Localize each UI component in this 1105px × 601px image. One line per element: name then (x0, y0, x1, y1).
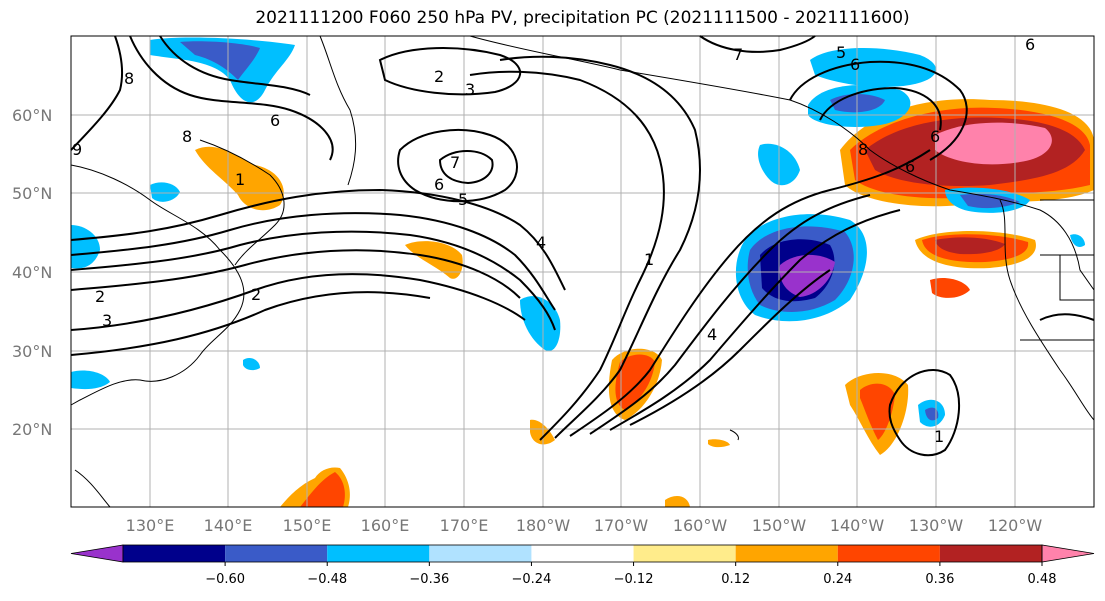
coastlines (70, 35, 1095, 508)
longitude-labels: 130°E 140°E 150°E 160°E 170°E 180°W 170°… (126, 516, 1043, 535)
contour-label: 8 (182, 127, 192, 146)
lat-label: 20°N (12, 420, 52, 439)
contour-label: 7 (733, 45, 743, 64)
colorbar-extend-high (1041, 544, 1095, 563)
contour-label: 7 (450, 153, 460, 172)
colorbar-swatch (327, 545, 430, 562)
colorbar-swatch (633, 545, 736, 562)
contour-label: 8 (124, 69, 134, 88)
colorbar-tick-label: −0.24 (512, 572, 552, 587)
map-title: 2021111200 F060 250 hPa PV, precipitatio… (255, 8, 910, 28)
contour-label: 2 (251, 285, 261, 304)
lon-label: 140°W (830, 516, 885, 535)
contour-label: 1 (235, 170, 245, 189)
lon-label: 180°W (516, 516, 571, 535)
colorbar-tick-label: −0.60 (205, 572, 245, 587)
contour-label: 6 (434, 175, 444, 194)
contour-label: 1 (644, 250, 654, 269)
colorbar-swatch (939, 545, 1042, 562)
lon-label: 150°W (752, 516, 807, 535)
contour-label: 2 (434, 67, 444, 86)
colorbar-swatch (837, 545, 940, 562)
colorbar-tick-label: 0.36 (925, 572, 954, 587)
contour-label: 6 (1025, 35, 1035, 54)
lon-label: 170°W (594, 516, 649, 535)
contour-label: 3 (102, 311, 112, 330)
lat-label: 30°N (12, 342, 52, 361)
latitude-labels: 60°N 50°N 40°N 30°N 20°N (12, 106, 52, 439)
colorbar-swatch (735, 545, 838, 562)
colorbar-extend-low (70, 544, 124, 563)
lon-label: 130°W (909, 516, 964, 535)
lat-label: 40°N (12, 263, 52, 282)
lon-label: 160°W (673, 516, 728, 535)
colorbar-swatch (531, 545, 634, 562)
contour-labels: 2 3 7 8 6 6 8 6 5 6 7 1 4 2 3 2 4 5 6 8 … (72, 35, 1035, 446)
lon-label: 150°E (283, 516, 332, 535)
colorbar-tick-label: 0.12 (721, 572, 750, 587)
colorbar-swatch (225, 545, 328, 562)
contour-label: 4 (536, 233, 546, 252)
pv-contours (70, 35, 1095, 457)
contour-label: 6 (270, 111, 280, 130)
colorbar-tick-label: −0.48 (307, 572, 347, 587)
contour-label: 5 (836, 43, 846, 62)
contour-label: 2 (95, 287, 105, 306)
colorbar: −0.60 −0.48 −0.36 −0.24 −0.12 0.12 0.24 0.36 0.4… (70, 544, 1095, 587)
colorbar-tick-label: −0.36 (409, 572, 449, 587)
colorbar-tick-label: 0.24 (823, 572, 852, 587)
contour-label: 9 (72, 140, 82, 159)
lon-label: 120°W (988, 516, 1043, 535)
lon-label: 130°E (126, 516, 175, 535)
lon-label: 170°E (440, 516, 489, 535)
colorbar-swatch (429, 545, 532, 562)
contour-label: 6 (905, 157, 915, 176)
contour-label: 3 (465, 80, 475, 99)
contour-label: 1 (934, 427, 944, 446)
lat-label: 60°N (12, 106, 52, 125)
colorbar-tick-label: −0.12 (614, 572, 654, 587)
colorbar-tick-label: 0.48 (1028, 572, 1057, 587)
contour-label: 8 (858, 140, 868, 159)
contour-label: 6 (850, 55, 860, 74)
colorbar-outline (122, 544, 1043, 563)
lat-label: 50°N (12, 184, 52, 203)
colorbar-swatch (123, 545, 226, 562)
map-border (70, 35, 1095, 508)
contour-label: 6 (930, 127, 940, 146)
lon-label: 140°E (204, 516, 253, 535)
lon-label: 160°E (361, 516, 410, 535)
gridlines (71, 36, 1094, 507)
contour-label: 4 (707, 325, 717, 344)
contour-label: 5 (458, 190, 468, 209)
